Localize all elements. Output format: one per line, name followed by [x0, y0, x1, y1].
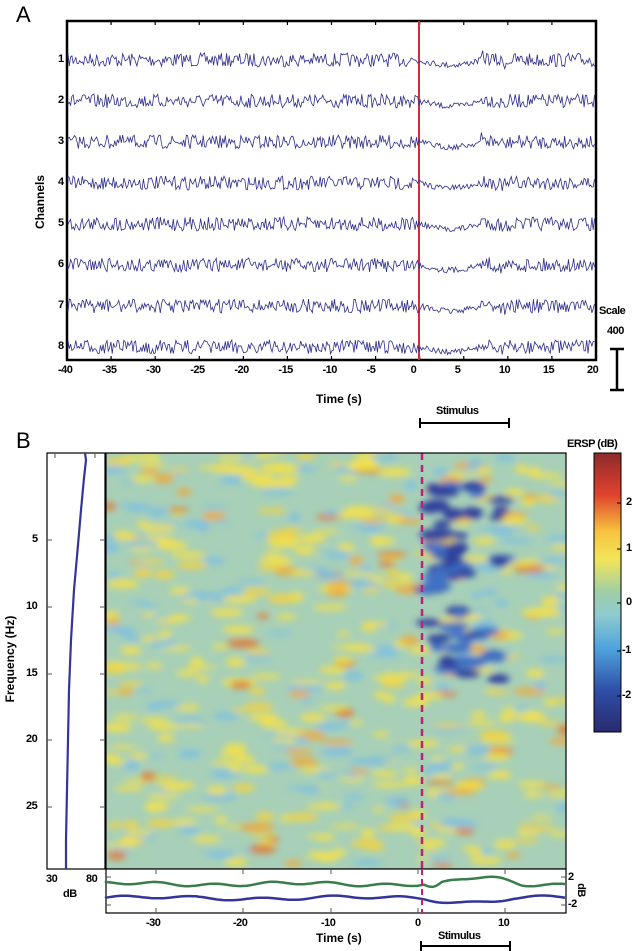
baseline-spectrum-plot — [47, 453, 105, 869]
time-tick-neg10: -10 — [321, 917, 335, 929]
channel-label: 5 — [58, 217, 64, 229]
time-tick-a: 20 — [587, 364, 598, 376]
channels-axis-label: Channels — [33, 152, 47, 252]
cbar-tick-1: 1 — [626, 542, 632, 554]
panel-b-label: B — [16, 428, 31, 454]
time-axis-label-a: Time (s) — [316, 392, 362, 406]
scale-value: 400 — [607, 325, 624, 337]
cbar-tick-2: 2 — [626, 496, 632, 508]
envelope-tick-2: 2 — [568, 871, 574, 883]
scale-bar — [610, 349, 624, 390]
time-tick-a: 15 — [543, 364, 554, 376]
freq-tick-10: 10 — [26, 600, 37, 612]
time-tick-neg30: -30 — [146, 917, 160, 929]
side-tick-80: 80 — [86, 873, 97, 885]
time-tick-a: -40 — [58, 364, 72, 376]
channel-label: 1 — [58, 53, 64, 65]
ersp-heatmap — [92, 449, 580, 869]
channel-label: 2 — [58, 94, 64, 106]
time-tick-a: -25 — [190, 364, 204, 376]
freq-tick-5: 5 — [32, 533, 38, 545]
envelope-axis-label: dB — [575, 883, 587, 897]
envelope-tick-neg2: -2 — [568, 898, 577, 910]
cbar-tick-neg1: -1 — [622, 644, 631, 656]
time-tick-neg20: -20 — [233, 917, 247, 929]
time-tick-a: -15 — [278, 364, 292, 376]
channel-label: 7 — [58, 299, 64, 311]
stimulus-label-b: Stimulus — [438, 930, 480, 942]
time-tick-a: -30 — [146, 364, 160, 376]
time-tick-a: 10 — [499, 364, 510, 376]
time-tick-a: -20 — [234, 364, 248, 376]
time-tick-10: 10 — [498, 917, 509, 929]
cbar-tick-0: 0 — [626, 596, 632, 608]
colorbar — [594, 453, 621, 732]
freq-tick-20: 20 — [26, 733, 37, 745]
side-axis-label: dB — [63, 888, 77, 900]
stimulus-bar-b — [421, 941, 510, 951]
time-tick-a: -35 — [102, 364, 116, 376]
scale-label: Scale — [599, 305, 625, 317]
time-axis-label-b: Time (s) — [316, 931, 362, 945]
time-tick-a: -5 — [367, 364, 376, 376]
cbar-tick-neg2: -2 — [622, 689, 631, 701]
panel-a-axes — [67, 21, 596, 360]
stimulus-label-a: Stimulus — [436, 405, 478, 417]
freq-tick-15: 15 — [26, 667, 37, 679]
colorbar-title: ERSP (dB) — [567, 438, 617, 450]
channel-label: 6 — [58, 258, 64, 270]
time-tick-a: 0 — [411, 364, 417, 376]
channel-label: 4 — [58, 176, 64, 188]
stimulus-bar-a — [420, 418, 509, 428]
ersp-envelope-plot — [106, 869, 566, 913]
time-tick-0: 0 — [415, 917, 421, 929]
time-tick-a: -10 — [323, 364, 337, 376]
freq-tick-25: 25 — [26, 800, 37, 812]
side-tick-30: 30 — [46, 873, 57, 885]
figure-canvas — [0, 0, 633, 951]
frequency-axis-label: Frequency (Hz) — [3, 604, 17, 714]
channel-label: 8 — [58, 340, 64, 352]
channel-label: 3 — [58, 135, 64, 147]
time-tick-a: 5 — [455, 364, 461, 376]
